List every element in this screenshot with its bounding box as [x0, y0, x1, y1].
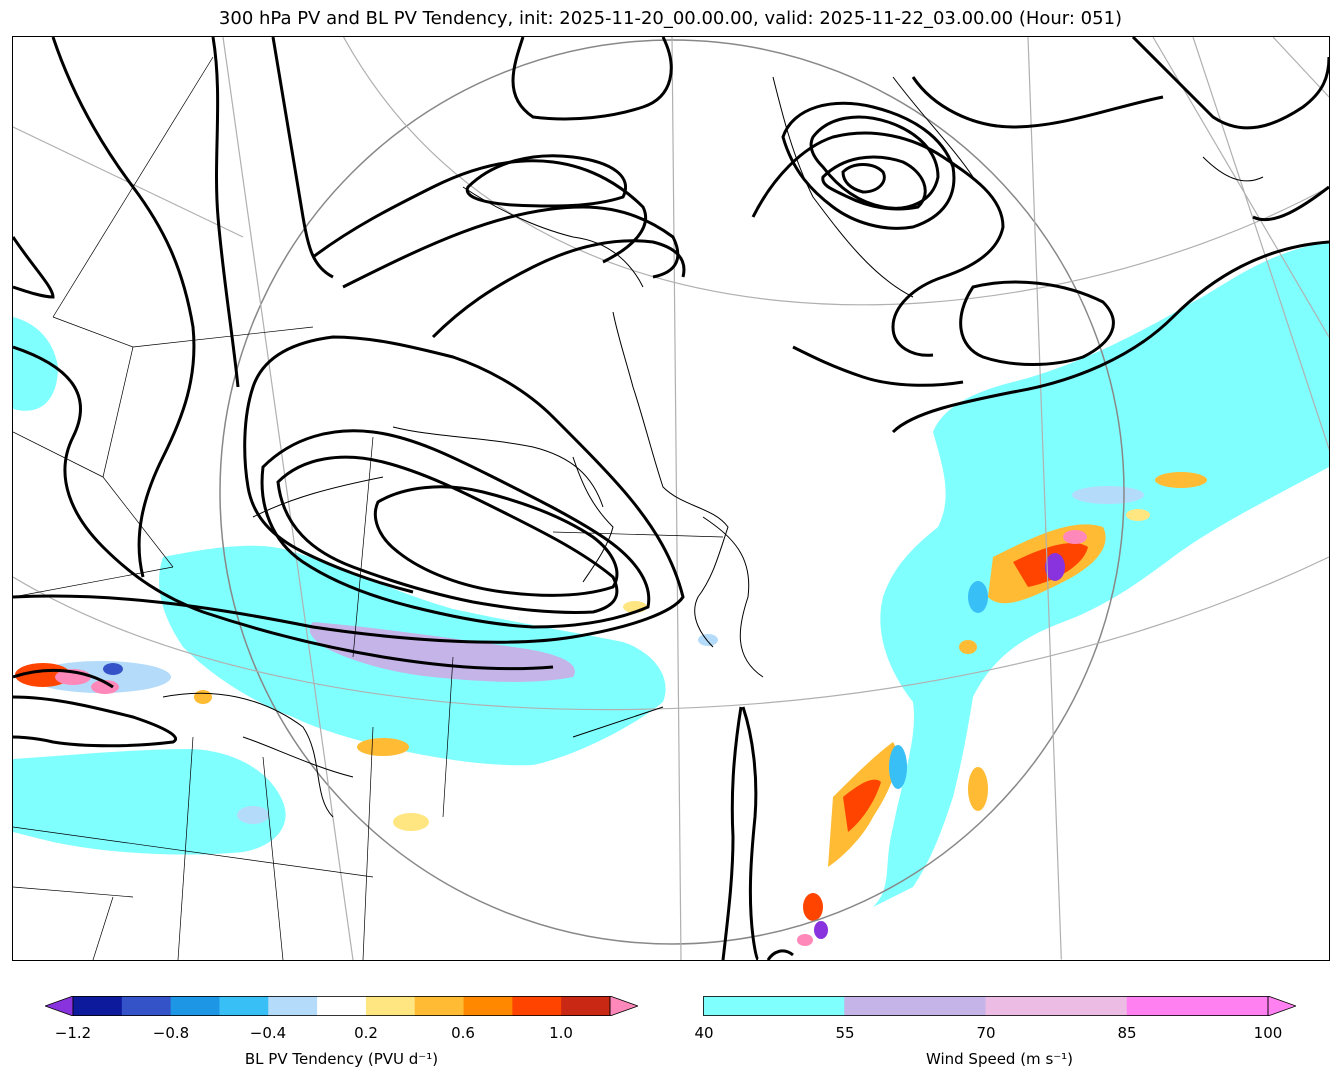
map-panel	[12, 36, 1330, 961]
wind-tick-2: 55	[835, 1024, 855, 1042]
pv-colorbar-swatch	[365, 996, 416, 1016]
wind-colorbar-swatch	[844, 996, 986, 1016]
wind-colorbar-swatch	[1126, 996, 1269, 1016]
wind-speed-colorbar-label: Wind Speed (m s⁻¹)	[925, 1050, 1074, 1068]
pv-tick-2: −0.8	[152, 1024, 190, 1042]
jet-core-lavender	[309, 622, 575, 682]
pv-tick-3: −0.4	[249, 1024, 287, 1042]
pv-colorbar-swatch	[414, 996, 465, 1016]
wind-tick-3: 70	[976, 1024, 996, 1042]
wind-colorbar-outline	[703, 996, 1269, 1016]
pv-colorbar-swatch	[121, 996, 172, 1016]
pv-tick-5: 0.6	[451, 1024, 475, 1042]
pv-colorbar-swatch	[170, 996, 220, 1016]
pv-colorbar-swatch	[317, 996, 367, 1016]
wind-colorbar-swatch	[985, 996, 1128, 1016]
wind-tick-5: 100	[1253, 1024, 1283, 1042]
pv-tick-6: 1.0	[549, 1024, 573, 1042]
pv-colorbar-outline	[72, 996, 611, 1016]
pv-colorbar-over-extension	[609, 995, 640, 1017]
figure-title: 300 hPa PV and BL PV Tendency, init: 202…	[218, 8, 1123, 29]
pv-colorbar-swatch	[219, 996, 269, 1016]
wind-colorbar-over-extension	[1267, 995, 1298, 1017]
pv-tick-4: 0.2	[354, 1024, 378, 1042]
pv-colorbar-swatch	[73, 996, 123, 1016]
wind-speed-shading	[13, 242, 1329, 907]
pv-colorbar-swatch	[512, 996, 562, 1016]
map-canvas	[13, 37, 1329, 960]
pv-colorbar-under-extension	[43, 995, 74, 1017]
west-jet-cyan	[13, 317, 58, 411]
graticule	[13, 37, 1329, 960]
pv-tendency-colorbar-label: BL PV Tendency (PVU d⁻¹)	[244, 1050, 439, 1068]
pv-tendency-colorbar-swatches	[43, 995, 640, 1017]
wind-speed-colorbar	[703, 995, 1298, 1017]
wind-tick-1: 40	[694, 1024, 714, 1042]
pv-tendency-shading	[15, 472, 1207, 946]
pv-colorbar-swatch	[463, 996, 513, 1016]
pv-colorbar-swatch	[561, 996, 611, 1016]
pv-tendency-colorbar	[43, 995, 640, 1017]
pv-contours	[13, 37, 1329, 960]
pv-tick-1: −1.2	[54, 1024, 92, 1042]
wind-colorbar-swatch	[703, 996, 845, 1016]
us-jet-cyan	[13, 749, 286, 855]
wind-speed-colorbar-swatches	[703, 995, 1298, 1017]
wind-tick-4: 85	[1117, 1024, 1137, 1042]
pv-colorbar-swatch	[268, 996, 318, 1016]
atlantic-jet-cyan	[873, 242, 1329, 907]
